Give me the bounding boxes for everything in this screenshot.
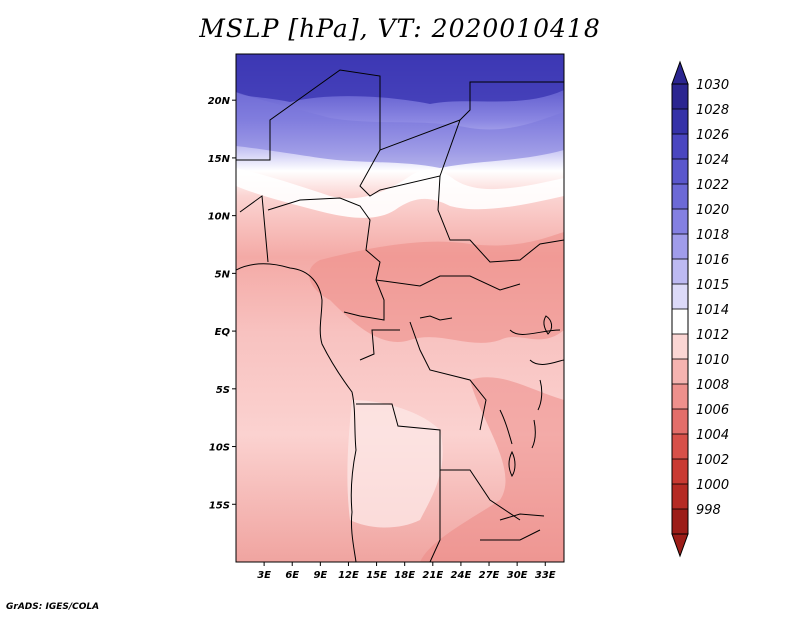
high-pressure-ring bbox=[236, 92, 564, 168]
lon-tick-label: 12E bbox=[338, 570, 359, 581]
high-pressure-angola bbox=[347, 400, 443, 528]
colorbar-swatch bbox=[672, 484, 688, 510]
colorbar-label: 1008 bbox=[696, 378, 729, 393]
lat-tick-label: 10N bbox=[208, 212, 231, 223]
lon-tick-label: 6E bbox=[285, 570, 299, 581]
lat-tick-label: 5S bbox=[216, 385, 230, 396]
colorbar: 1030 1028 1026 1024 1022 1020 1018 1016 1015 1014… bbox=[671, 60, 729, 558]
colorbar-label: 1014 bbox=[696, 303, 729, 318]
lat-tick-label: EQ bbox=[215, 327, 231, 338]
lat-tick-label: 20N bbox=[208, 96, 231, 107]
colorbar-swatch bbox=[672, 434, 688, 460]
lat-tick-label: 15N bbox=[208, 154, 231, 165]
colorbar-label: 998 bbox=[696, 503, 721, 518]
lon-tick-label: 30E bbox=[507, 570, 528, 581]
colorbar-label: 1018 bbox=[696, 228, 729, 243]
grads-credit: GrADS: IGES/COLA bbox=[6, 602, 100, 612]
colorbar-label: 1002 bbox=[696, 453, 729, 468]
lon-tick-label: 3E bbox=[257, 570, 271, 581]
colorbar-label: 1015 bbox=[696, 278, 729, 293]
colorbar-swatch bbox=[672, 184, 688, 210]
latitude-axis: 20N 15N 10N 5N EQ 5S 10S 15S bbox=[208, 96, 236, 511]
lon-tick-label: 9E bbox=[313, 570, 327, 581]
lat-tick-label: 15S bbox=[209, 500, 230, 511]
lon-tick-label: 18E bbox=[394, 570, 415, 581]
map-frame bbox=[235, 53, 565, 563]
colorbar-label: 1026 bbox=[696, 128, 729, 143]
map-plot-area bbox=[236, 54, 564, 562]
colorbar-swatch bbox=[672, 309, 688, 335]
colorbar-label: 1012 bbox=[696, 328, 729, 343]
colorbar-swatch bbox=[672, 159, 688, 185]
colorbar-top-cap bbox=[671, 60, 689, 85]
low-pressure-central bbox=[309, 232, 564, 343]
colorbar-swatch bbox=[672, 134, 688, 160]
colorbar-swatch bbox=[672, 384, 688, 410]
colorbar-label: 1010 bbox=[696, 353, 729, 368]
map-title: MSLP [hPa], VT: 2020010418 bbox=[199, 14, 601, 43]
colorbar-swatch bbox=[672, 359, 688, 385]
lon-tick-label: 27E bbox=[479, 570, 500, 581]
lon-tick-label: 33E bbox=[535, 570, 556, 581]
coastlines-and-borders bbox=[236, 69, 564, 562]
lon-tick-label: 24E bbox=[451, 570, 472, 581]
lon-tick-label: 21E bbox=[422, 570, 443, 581]
lakes bbox=[419, 315, 553, 477]
colorbar-swatch bbox=[672, 284, 688, 310]
colorbar-label: 1020 bbox=[696, 203, 729, 218]
high-pressure-core bbox=[236, 54, 564, 104]
colorbar-swatch bbox=[672, 459, 688, 485]
longitude-axis: 3E 6E 9E 12E 15E 18E 21E 24E 27E 30E 33E bbox=[257, 562, 556, 581]
colorbar-swatch bbox=[672, 234, 688, 260]
band-1014 bbox=[236, 168, 564, 218]
colorbar-label: 1022 bbox=[696, 178, 729, 193]
colorbar-label: 1004 bbox=[696, 428, 729, 443]
lon-tick-label: 15E bbox=[366, 570, 387, 581]
colorbar-label: 1030 bbox=[696, 78, 729, 93]
colorbar-swatch bbox=[672, 109, 688, 135]
colorbar-label: 1028 bbox=[696, 103, 729, 118]
colorbar-swatch bbox=[672, 509, 688, 535]
low-pressure-southeast bbox=[420, 377, 564, 562]
colorbar-label: 1016 bbox=[696, 253, 729, 268]
colorbar-swatch bbox=[672, 259, 688, 285]
colorbar-swatch bbox=[672, 409, 688, 435]
colorbar-swatch bbox=[672, 334, 688, 360]
colorbar-label: 1024 bbox=[696, 153, 729, 168]
colorbar-swatch bbox=[672, 209, 688, 235]
colorbar-swatch bbox=[672, 84, 688, 110]
lat-tick-label: 5N bbox=[215, 269, 231, 280]
colorbar-label: 1006 bbox=[696, 403, 729, 418]
colorbar-label: 1000 bbox=[696, 478, 729, 493]
colorbar-bottom-cap bbox=[671, 533, 689, 558]
lat-tick-label: 10S bbox=[209, 443, 230, 454]
